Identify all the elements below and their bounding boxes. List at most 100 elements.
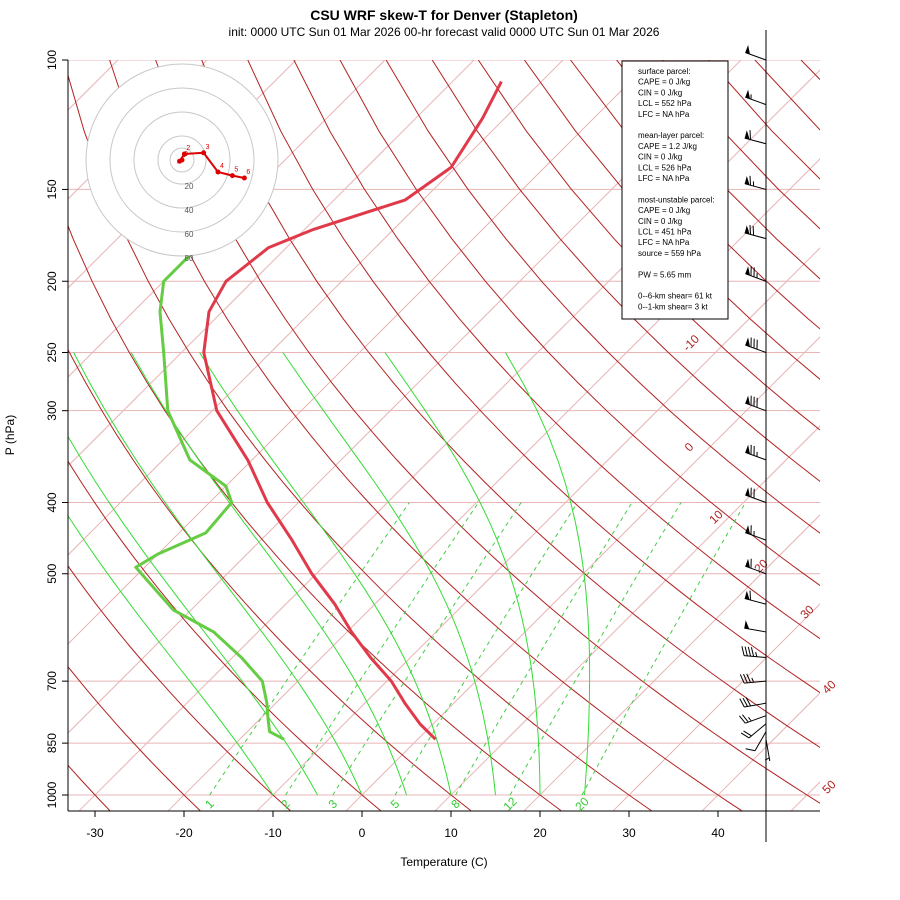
wind-barb <box>744 130 767 145</box>
dry-adiabat <box>293 60 820 640</box>
isotherm-line <box>68 60 653 645</box>
hodograph-point <box>241 175 247 181</box>
barb-pennant <box>745 444 750 455</box>
wind-barb <box>745 731 767 752</box>
barb-flag <box>742 714 749 723</box>
info-line: source = 559 hPa <box>638 249 701 258</box>
dry-adiabat <box>247 60 820 694</box>
barb-pennant <box>744 176 750 185</box>
wind-barb <box>745 487 767 503</box>
y-tick-label: 100 <box>45 50 59 70</box>
info-line: LCL = 552 hPa <box>638 99 692 108</box>
barb-shaft <box>745 565 767 575</box>
barb-pennant <box>745 337 750 347</box>
barb-shaft <box>748 723 767 739</box>
dry-adiabat <box>847 60 900 811</box>
y-tick-label: 150 <box>45 179 59 199</box>
barb-shaft <box>744 137 767 145</box>
barb-flag <box>749 175 751 186</box>
isotherm-label: 20 <box>751 556 771 576</box>
mixing-ratio-line <box>209 502 410 796</box>
hodograph-point-label: 4 <box>220 163 224 170</box>
barb-shaft <box>744 598 767 605</box>
wind-barb <box>745 45 767 61</box>
isotherm-label: 30 <box>797 602 817 622</box>
dry-adiabat <box>68 224 562 811</box>
dry-adiabat <box>708 60 820 180</box>
wind-barb <box>745 89 767 106</box>
hodograph-ring-label: 80 <box>185 254 194 263</box>
info-line: most-unstable parcel: <box>638 195 714 204</box>
barb-half-flag <box>748 716 752 722</box>
barb-pennant <box>745 558 750 568</box>
hodograph-point <box>181 151 187 157</box>
dry-adiabat <box>155 60 820 804</box>
x-tick-label: 0 <box>359 826 366 840</box>
barb-shaft <box>744 702 767 708</box>
isotherm-line <box>702 692 820 811</box>
info-line: 0--6-km shear= 61 kt <box>638 292 713 301</box>
hodograph-point-label: 5 <box>234 167 238 174</box>
info-line: CIN = 0 J/kg <box>638 217 682 226</box>
dry-adiabat <box>68 460 381 811</box>
hodograph-point-label: 3 <box>206 144 210 151</box>
dry-adiabat <box>201 60 820 749</box>
barb-shaft <box>745 715 767 724</box>
isotherm-label: 50 <box>819 777 839 797</box>
y-axis-label: P (hPa) <box>3 415 17 455</box>
x-tick-label: 20 <box>533 826 547 840</box>
barb-pennant <box>744 130 750 140</box>
hodograph-point <box>177 158 183 164</box>
mixing-ratio-label: 5 <box>388 796 403 811</box>
barb-flag <box>752 225 755 236</box>
chart-subtitle: init: 0000 UTC Sun 01 Mar 2026 00-hr for… <box>229 25 660 39</box>
barb-flag <box>750 647 755 657</box>
barb-flag <box>749 224 751 235</box>
barb-shaft <box>744 680 767 684</box>
info-line: CAPE = 0 J/kg <box>638 78 690 87</box>
barb-flag <box>746 673 751 683</box>
dry-adiabat <box>109 60 742 811</box>
y-tick-label: 200 <box>45 271 59 291</box>
mixing-ratio-line <box>394 502 579 796</box>
hodograph-point-label: 2 <box>186 145 190 152</box>
barb-flag <box>749 590 751 601</box>
barb-shaft <box>744 655 767 658</box>
barb-flag <box>745 697 752 707</box>
barb-pennant <box>745 525 750 535</box>
dry-adiabat <box>431 60 820 482</box>
moist-adiabat <box>68 435 318 796</box>
mixing-ratio-label: 1 <box>202 796 217 811</box>
wind-barb <box>744 224 767 240</box>
barb-flag <box>744 646 748 657</box>
moist-adiabat <box>199 352 452 796</box>
barb-flag <box>747 646 751 657</box>
y-tick-label: 300 <box>45 400 59 420</box>
barb-pennant <box>744 620 750 629</box>
barb-pennant <box>745 395 750 405</box>
y-tick-label: 250 <box>45 342 59 362</box>
wind-barb <box>745 395 767 412</box>
barb-flag <box>739 698 745 708</box>
barb-shaft <box>744 232 767 240</box>
barb-pennant <box>744 225 750 235</box>
wind-barb <box>745 558 767 575</box>
wind-barb <box>744 620 767 633</box>
wind-barb <box>744 175 767 190</box>
x-tick-label: 40 <box>711 826 725 840</box>
hodograph-ring <box>109 87 255 233</box>
barb-flag <box>739 715 746 724</box>
dry-adiabat <box>68 348 472 811</box>
wind-barb <box>739 673 767 684</box>
y-tick-label: 850 <box>45 733 59 753</box>
hodograph-ring-label: 60 <box>185 230 194 239</box>
hodograph-point <box>229 173 235 179</box>
hodograph-ring-label: 20 <box>185 182 194 191</box>
mixing-ratio-line <box>509 502 682 796</box>
wind-barb <box>744 590 767 605</box>
mixing-ratio-label: 2 <box>278 796 293 811</box>
hodograph: 204060800123456 <box>85 63 279 263</box>
mixing-ratio-line <box>285 502 479 796</box>
data-series <box>134 80 503 741</box>
